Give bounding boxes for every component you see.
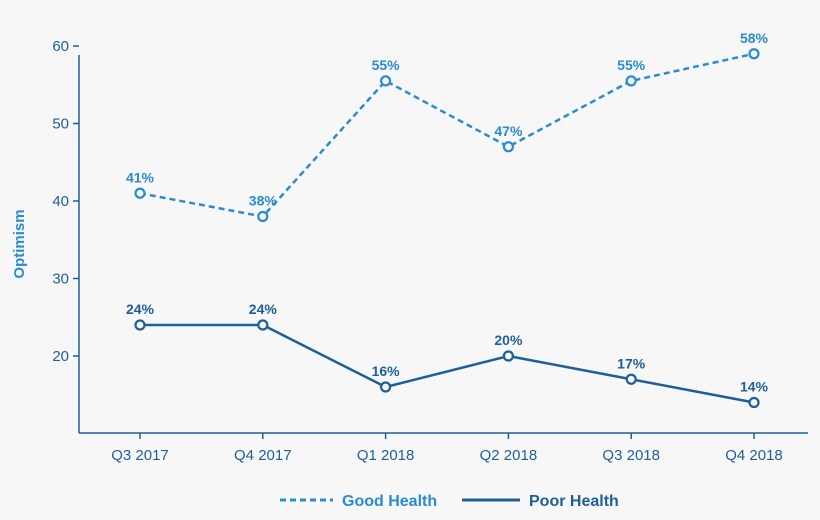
- data-point: [502, 141, 514, 153]
- y-tick-label: 40: [52, 193, 69, 210]
- x-tick-label: Q4 2018: [725, 447, 783, 464]
- data-label: 55%: [617, 57, 646, 73]
- data-point: [134, 187, 146, 199]
- data-point: [380, 381, 392, 393]
- data-point: [502, 350, 514, 362]
- axes: [78, 55, 808, 434]
- data-point: [748, 48, 760, 60]
- data-label: 16%: [372, 363, 401, 379]
- data-label: 41%: [126, 169, 155, 185]
- y-tick-label: 50: [52, 116, 69, 133]
- y-ticks: 20 30 40 50 60: [52, 38, 79, 365]
- y-tick-label: 30: [52, 271, 69, 288]
- data-point: [380, 75, 392, 87]
- x-tick-label: Q3 2017: [111, 447, 169, 464]
- legend-label: Good Health: [342, 493, 437, 510]
- y-axis-title: Optimism: [11, 209, 28, 278]
- legend-label: Poor Health: [529, 493, 619, 510]
- series-line: [139, 52, 755, 218]
- data-point: [257, 319, 269, 331]
- series-poor-health: 24% 24% 16% 20% 17% 14%: [126, 301, 769, 409]
- legend-item-good-health: Good Health: [280, 493, 437, 510]
- x-ticks: Q3 2017 Q4 2017 Q1 2018 Q2 2018 Q3 2018 Q4 20…: [111, 433, 783, 464]
- data-label: 47%: [494, 123, 523, 139]
- series-line: [140, 323, 755, 404]
- legend-item-poor-health: Poor Health: [462, 493, 619, 510]
- data-point: [625, 75, 637, 87]
- y-tick-label: 20: [52, 348, 69, 365]
- legend: Good Health Poor Health: [280, 493, 619, 510]
- data-label: 58%: [740, 30, 769, 46]
- x-tick-label: Q2 2018: [480, 447, 538, 464]
- data-point: [748, 396, 760, 409]
- x-tick-label: Q1 2018: [357, 447, 415, 464]
- data-point: [134, 319, 146, 331]
- data-point: [257, 210, 269, 223]
- y-tick-label: 60: [52, 38, 69, 55]
- x-tick-label: Q4 2017: [234, 447, 292, 464]
- data-label: 14%: [740, 379, 769, 395]
- series-layer: 41% 38% 55% 47% 55% 58% 24% 24% 16% 20% 17% 14%: [126, 30, 769, 409]
- series-good-health: 41% 38% 55% 47% 55% 58%: [126, 30, 769, 223]
- data-label: 24%: [249, 301, 278, 317]
- x-tick-label: Q3 2018: [602, 447, 660, 464]
- data-label: 24%: [126, 301, 155, 317]
- data-point: [625, 373, 637, 385]
- data-label: 20%: [494, 332, 523, 348]
- data-label: 38%: [249, 193, 278, 209]
- data-label: 55%: [372, 57, 401, 73]
- data-label: 17%: [617, 355, 646, 371]
